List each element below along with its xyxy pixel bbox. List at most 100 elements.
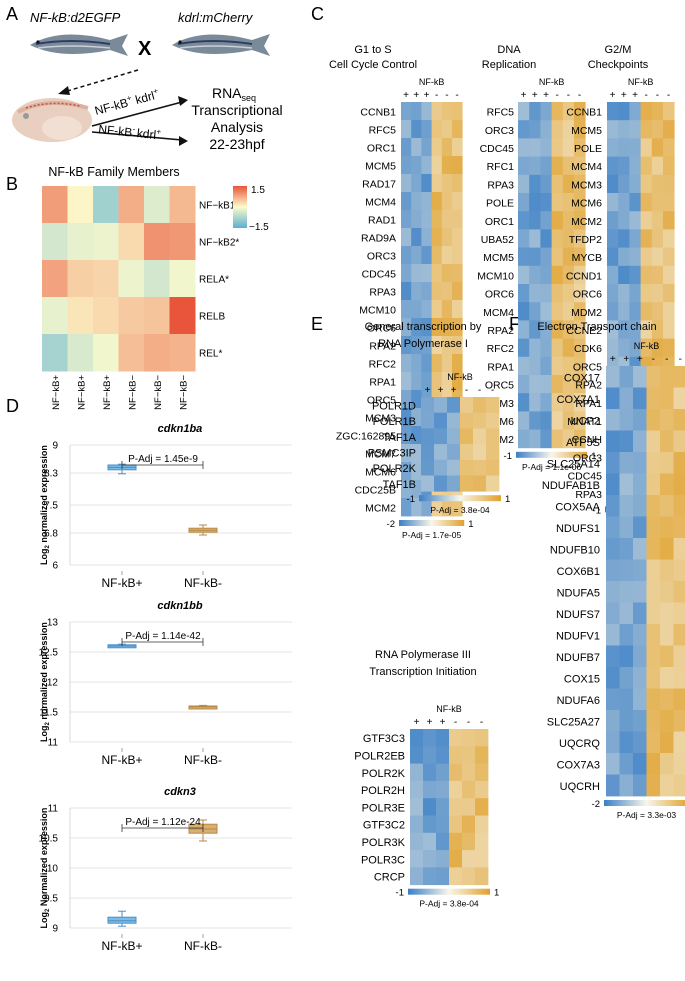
heatmap-cell bbox=[518, 156, 530, 176]
gene-label: RPA1 bbox=[575, 398, 602, 410]
heatmap-cell bbox=[574, 229, 586, 248]
gene-label: MCM10 bbox=[477, 270, 514, 282]
heatmap-cell bbox=[411, 156, 422, 175]
heatmap-cell bbox=[618, 174, 630, 194]
heatmap-cell bbox=[660, 430, 674, 453]
gene-label: SLC25A14 bbox=[547, 458, 600, 470]
gene-label: RPA3 bbox=[575, 489, 602, 501]
heatmap-cell bbox=[67, 186, 94, 224]
gene-label: POLR3E bbox=[362, 802, 405, 814]
heatmap-cell bbox=[431, 246, 443, 265]
heatmap-cell bbox=[423, 832, 437, 851]
heatmap-cell bbox=[411, 300, 422, 319]
heatmap-cell bbox=[673, 667, 685, 689]
heatmap-cell bbox=[540, 138, 552, 157]
heatmap-cell bbox=[551, 356, 564, 376]
heatmap-cell bbox=[441, 264, 453, 283]
heatmap-cell bbox=[619, 538, 634, 560]
heatmap-cell bbox=[441, 282, 453, 301]
y-tick-label: 11 bbox=[48, 804, 59, 815]
colorbar-min: -1 bbox=[396, 888, 404, 899]
heatmap-cell bbox=[574, 138, 586, 157]
heatmap-cell bbox=[673, 366, 685, 388]
gene-label: ORC1 bbox=[367, 143, 396, 155]
heatmap-cell bbox=[663, 229, 675, 248]
heatmap-cell bbox=[529, 120, 541, 139]
heatmap-cell bbox=[618, 102, 630, 121]
heatmap-cell bbox=[551, 375, 564, 394]
heatmap-cell bbox=[607, 320, 619, 339]
heatmap-cell bbox=[633, 473, 647, 496]
sign-label: - bbox=[567, 90, 570, 101]
heatmap-row-label: REL* bbox=[199, 349, 222, 360]
heatmap-cell bbox=[551, 338, 564, 358]
colorbar-max: 1 bbox=[505, 494, 510, 505]
gene-label: MCM10 bbox=[359, 305, 396, 317]
heatmap-cell bbox=[411, 444, 422, 463]
heatmap-cell bbox=[618, 138, 630, 157]
heatmap-cell bbox=[449, 815, 463, 834]
heatmap-cell bbox=[529, 393, 541, 412]
heatmap-cell bbox=[431, 354, 443, 373]
heatmap-cell bbox=[673, 645, 685, 668]
heatmap-cell bbox=[629, 156, 641, 176]
heatmap-cell bbox=[486, 444, 500, 461]
heatmap-cell bbox=[633, 516, 647, 539]
heatmap-cell bbox=[619, 387, 634, 410]
heatmap-cell bbox=[93, 223, 119, 261]
heatmap-cell bbox=[574, 320, 586, 339]
heatmap-cell bbox=[462, 867, 476, 886]
heatmap-cell bbox=[421, 264, 432, 283]
heatmap-cell bbox=[401, 156, 412, 175]
heatmap-cell bbox=[452, 498, 463, 517]
heatmap-cell bbox=[640, 102, 653, 121]
heatmap-cell bbox=[401, 300, 412, 319]
heatmap-cell bbox=[673, 409, 685, 431]
heatmap-cell bbox=[431, 156, 443, 175]
gene-label: COX6B1 bbox=[557, 566, 600, 578]
heatmap-cell bbox=[411, 408, 422, 427]
gene-label: RPA3 bbox=[487, 179, 514, 191]
y-tick-label: 6 bbox=[52, 561, 58, 572]
heatmap-cell bbox=[646, 430, 661, 453]
heatmap-cell bbox=[449, 867, 463, 886]
heatmap-cell bbox=[606, 710, 620, 732]
heatmap-cell bbox=[436, 746, 450, 764]
x-tick-label: NF-kB- bbox=[184, 753, 222, 767]
heatmap-cell bbox=[640, 247, 653, 267]
heatmap-cell bbox=[441, 156, 453, 175]
heatmap-cell bbox=[562, 120, 575, 139]
sign-label: + bbox=[610, 90, 616, 101]
sign-label: - bbox=[478, 385, 481, 396]
heatmap-cell bbox=[431, 138, 443, 157]
heatmap-cell bbox=[441, 354, 453, 373]
heatmap-cell bbox=[606, 624, 620, 646]
heatmap-cell bbox=[441, 372, 453, 391]
heatmap-col-label: NF−kB+ bbox=[102, 375, 113, 410]
gene-label: CDC45 bbox=[568, 471, 603, 483]
heatmap-cell bbox=[529, 102, 541, 121]
heatmap-cell bbox=[169, 223, 196, 261]
heatmap-cell bbox=[421, 336, 432, 355]
gene-label: UQCRQ bbox=[559, 738, 600, 750]
gene-label: MCM5 bbox=[483, 252, 514, 264]
heatmap-cell bbox=[475, 798, 489, 816]
heatmap-cell bbox=[606, 667, 620, 689]
heatmap-cell bbox=[169, 186, 196, 224]
heatmap-cell bbox=[574, 102, 586, 121]
heatmap-cell bbox=[633, 495, 647, 517]
heatmap-cell bbox=[518, 393, 530, 412]
heatmap-cell bbox=[618, 120, 630, 139]
heatmap-cell bbox=[618, 247, 630, 267]
x-tick-label: NF-kB+ bbox=[101, 576, 142, 590]
heatmap-title: General transcription by bbox=[365, 321, 482, 333]
nfkb-header: NF-kB bbox=[419, 77, 445, 87]
heatmap-cell bbox=[475, 815, 489, 834]
embryo-icon bbox=[12, 98, 92, 142]
heatmap-cell bbox=[646, 559, 661, 582]
heatmap-cell bbox=[518, 138, 530, 157]
heatmap-etc: NF-kB+ + + - - -COX17COX7A1UCP2ATP5SSLC25A14N… bbox=[542, 341, 685, 820]
gene-label: ORC6 bbox=[485, 289, 514, 301]
heatmap-cell bbox=[660, 645, 674, 668]
